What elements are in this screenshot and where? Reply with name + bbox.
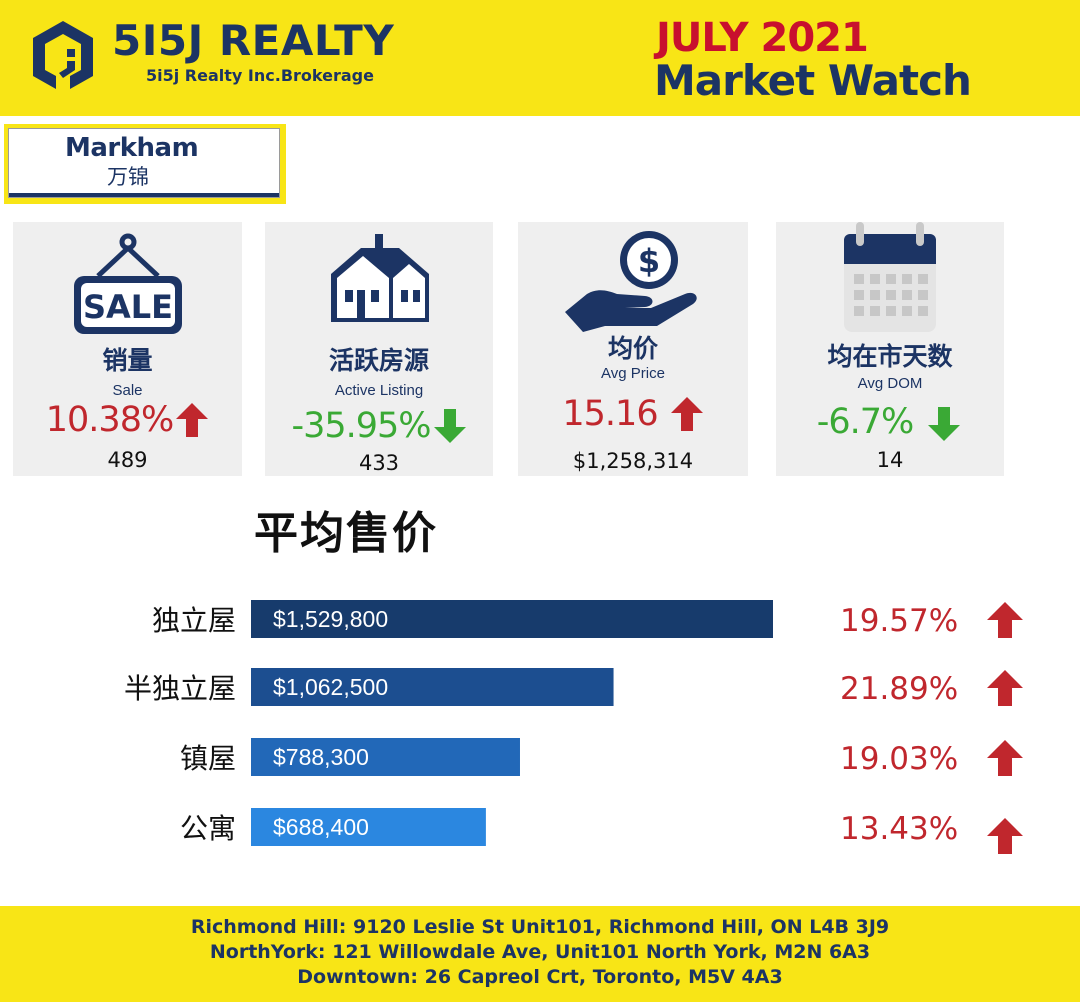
bar-value-label: $1,062,500 bbox=[273, 674, 388, 700]
stat-change: 15.16 bbox=[518, 396, 748, 432]
footer-address-northyork: NorthYork: 121 Willowdale Ave, Unit101 N… bbox=[209, 941, 871, 963]
bar-value-label: $1,529,800 bbox=[273, 606, 388, 632]
stat-title-en: Avg Price bbox=[601, 365, 665, 382]
stat-title-zh: 均价 bbox=[607, 334, 658, 363]
stat-title-en: Avg DOM bbox=[857, 375, 923, 392]
stat-value: 433 bbox=[358, 451, 400, 475]
footer-address-richmond-hill: Richmond Hill: 9120 Leslie St Unit101, R… bbox=[190, 916, 890, 938]
city-label-box: Markham 万锦 bbox=[4, 124, 286, 204]
arrow-up-icon bbox=[670, 397, 703, 431]
house-icon bbox=[265, 234, 493, 324]
report-month: JULY 2021 bbox=[656, 15, 869, 61]
arrow-up-icon bbox=[176, 403, 209, 437]
bar-category-label: 半独立屋 bbox=[124, 672, 236, 705]
brand-name: 5I5J REALTY bbox=[112, 16, 395, 65]
bar bbox=[251, 668, 614, 706]
report-title: Market Watch bbox=[654, 56, 972, 105]
bar-category-label: 公寓 bbox=[180, 812, 236, 845]
stat-value: $1,258,314 bbox=[572, 449, 694, 473]
city-label-inner: Markham 万锦 bbox=[8, 128, 280, 198]
arrow-up-icon bbox=[987, 740, 1023, 776]
header-banner: 5I5J REALTY 5i5j Realty Inc.Brokerage JU… bbox=[0, 0, 1080, 116]
arrow-down-icon bbox=[433, 409, 466, 443]
stat-change: 10.38% bbox=[13, 402, 242, 438]
dollar-hand-icon: $ bbox=[518, 226, 748, 332]
footer-addresses: Richmond Hill: 9120 Leslie St Unit101, R… bbox=[0, 906, 1080, 1002]
sale-sign-icon: SALE bbox=[13, 232, 242, 338]
chart-title: 平均售价 bbox=[254, 508, 438, 559]
bar-value-label: $788,300 bbox=[273, 744, 369, 770]
bar-category-label: 镇屋 bbox=[180, 742, 236, 775]
city-name-zh: 万锦 bbox=[107, 165, 149, 189]
city-name-en: Markham bbox=[65, 133, 199, 163]
stat-title-zh: 活跃房源 bbox=[328, 346, 429, 375]
footer-address-downtown: Downtown: 26 Capreol Crt, Toronto, M5V 4… bbox=[297, 966, 783, 988]
logo-icon bbox=[33, 21, 93, 89]
stat-card-avg-price: $ 均价 Avg Price 15.16 $1,258,314 bbox=[518, 222, 748, 476]
bar bbox=[251, 808, 486, 846]
stat-change: -35.95% bbox=[265, 408, 493, 444]
stat-change-value: 15.16 bbox=[562, 393, 658, 434]
bar bbox=[251, 600, 773, 638]
stat-change-value: 10.38% bbox=[45, 399, 174, 440]
svg-text:SALE: SALE bbox=[82, 288, 172, 326]
stat-change-value: -6.7% bbox=[816, 401, 915, 442]
bar-change-label: 21.89% bbox=[840, 671, 958, 707]
arrow-down-icon bbox=[928, 407, 961, 441]
stat-title-en: Sale bbox=[112, 382, 143, 399]
calendar-icon bbox=[776, 222, 1004, 336]
stat-value: 489 bbox=[107, 448, 148, 472]
bar-value-label: $688,400 bbox=[273, 814, 369, 840]
bar-change-label: 13.43% bbox=[840, 811, 958, 847]
svg-text:$: $ bbox=[638, 242, 660, 280]
arrow-up-icon bbox=[987, 670, 1023, 706]
bar-change-label: 19.03% bbox=[840, 741, 958, 777]
bar-change-label: 19.57% bbox=[840, 603, 958, 639]
stat-title-en: Active Listing bbox=[334, 382, 424, 399]
stat-card-avg-dom: 均在市天数 Avg DOM -6.7% 14 bbox=[776, 222, 1004, 476]
stat-card-sale: SALE 销量 Sale 10.38% 489 bbox=[13, 222, 242, 476]
stat-card-active-listing: 活跃房源 Active Listing -35.95% 433 bbox=[265, 222, 493, 476]
arrow-up-icon bbox=[987, 818, 1023, 854]
stat-change-value: -35.95% bbox=[291, 405, 431, 446]
bar-category-label: 独立屋 bbox=[152, 604, 236, 637]
stat-title-zh: 均在市天数 bbox=[827, 342, 953, 371]
stat-change: -6.7% bbox=[776, 402, 1004, 442]
brand-subtitle: 5i5j Realty Inc.Brokerage bbox=[146, 66, 374, 85]
arrow-up-icon bbox=[987, 602, 1023, 638]
stat-title-zh: 销量 bbox=[102, 346, 153, 375]
bar bbox=[251, 738, 520, 776]
city-underline bbox=[9, 193, 279, 197]
avg-price-bar-chart: 独立屋 $1,529,800 19.57% 半独立屋 $1,062,500 21.89% 镇… bbox=[124, 600, 1023, 854]
stat-value: 14 bbox=[876, 448, 904, 472]
